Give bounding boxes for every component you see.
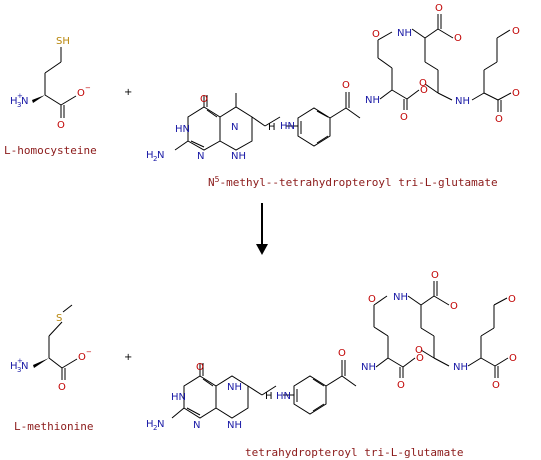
- glu3-amide-o-top: O: [419, 78, 427, 89]
- met-positive-charge: +: [17, 357, 23, 365]
- methionine-structure: S O O − H 3 N +: [10, 304, 92, 393]
- negative-charge: −: [85, 84, 91, 92]
- thioether-sulfur: S: [56, 313, 62, 324]
- oxo-oxygen-bottom: O: [196, 362, 204, 373]
- met-negative-charge: −: [86, 348, 92, 356]
- ring-nh-top: NH: [231, 151, 246, 162]
- glu2-ominus-top: O: [454, 33, 462, 44]
- glu3-ominus-top: O: [512, 88, 520, 99]
- glu2-nh-bottom: NH: [393, 292, 408, 303]
- glu3-nh-bottom: NH: [453, 362, 468, 373]
- met-carbonyl-oxygen: O: [58, 382, 66, 393]
- glu1-ominus-bottom: O: [416, 353, 424, 364]
- oxo-oxygen-top: O: [200, 94, 208, 105]
- ammonium-subscript: 3: [17, 101, 21, 109]
- ammonium-n: N: [21, 96, 28, 107]
- glu3-side-ominus-top: O: [512, 26, 520, 37]
- glu1-ominus-top: O: [420, 85, 428, 96]
- glu3-amide-o-bottom: O: [415, 345, 423, 356]
- amide-nh-bottom: NH: [361, 362, 376, 373]
- glu2-amide-o-bottom: O: [368, 294, 376, 305]
- glu3-ominus-bottom: O: [509, 353, 517, 364]
- plus-sign-bottom: +: [124, 352, 132, 363]
- stereo-h-top: H: [268, 122, 276, 133]
- aniline-hn-top: HN: [280, 121, 295, 132]
- ring-nh-bottom: NH: [227, 420, 242, 431]
- ring-n-top: N: [197, 151, 204, 162]
- amino-n-bottom: N: [157, 419, 164, 430]
- glu3-side-ominus-bottom: O: [508, 294, 516, 305]
- amino-n-top: N: [157, 150, 164, 161]
- amide-nh-top: NH: [365, 95, 380, 106]
- amino-h-bottom: H: [146, 419, 154, 430]
- ring-hn-top: HN: [175, 124, 190, 135]
- glu3-o-top: O: [495, 114, 503, 125]
- thf-label: tetrahydropteroyl tri-L-glutamate: [245, 446, 464, 459]
- homocysteine-structure: SH O O − H 3 N +: [10, 36, 91, 131]
- n5-top: N: [231, 122, 238, 133]
- ring-hn-bottom: HN: [171, 392, 186, 403]
- met-carboxylate-oxygen: O: [78, 352, 86, 363]
- met-ammonium-subscript: 3: [17, 366, 21, 374]
- glu2-ominus-bottom: O: [450, 301, 458, 312]
- methyl-thf-label: N5-methyl--tetrahydropteroyl tri-L-gluta…: [208, 175, 498, 189]
- glu3-nh-top: NH: [455, 96, 470, 107]
- homocysteine-label: L-homocysteine: [4, 144, 97, 157]
- carboxylate-oxygen: O: [77, 88, 85, 99]
- thiol-label: SH: [56, 36, 70, 47]
- glu2-amide-o-top: O: [372, 29, 380, 40]
- amino-h-top: H: [146, 150, 154, 161]
- carbonyl-oxygen: O: [57, 120, 65, 131]
- ammonium-h: H: [10, 96, 18, 107]
- glu3-o-bottom: O: [492, 380, 500, 391]
- glu1-o-top: O: [400, 112, 408, 123]
- plus-sign-top: +: [124, 87, 132, 98]
- reaction-arrow: [256, 203, 268, 255]
- n5-bottom: NH: [227, 382, 242, 393]
- methyl-thf-structure: O HN N H 2 N N NH H HN O NH O O NH O O O…: [146, 3, 520, 163]
- glu2-o-top: O: [435, 3, 443, 14]
- thf-structure: O HN N H 2 N NH NH H HN O NH O O NH O O …: [146, 270, 517, 432]
- amide-o-bottom: O: [338, 348, 346, 359]
- glu1-o-bottom: O: [397, 380, 405, 391]
- stereo-h-bottom: H: [265, 391, 273, 402]
- met-ammonium-h: H: [10, 361, 18, 372]
- ring-n-bottom: N: [193, 420, 200, 431]
- positive-charge: +: [17, 92, 23, 100]
- aniline-hn-bottom: HN: [276, 391, 291, 402]
- glu2-nh-top: NH: [397, 28, 412, 39]
- amino-subscript-bottom: 2: [153, 424, 157, 432]
- methionine-label: L-methionine: [14, 420, 93, 433]
- amino-subscript-top: 2: [153, 155, 157, 163]
- amide-o-top: O: [342, 80, 350, 91]
- glu2-o-bottom: O: [431, 270, 439, 281]
- met-ammonium-n: N: [21, 361, 28, 372]
